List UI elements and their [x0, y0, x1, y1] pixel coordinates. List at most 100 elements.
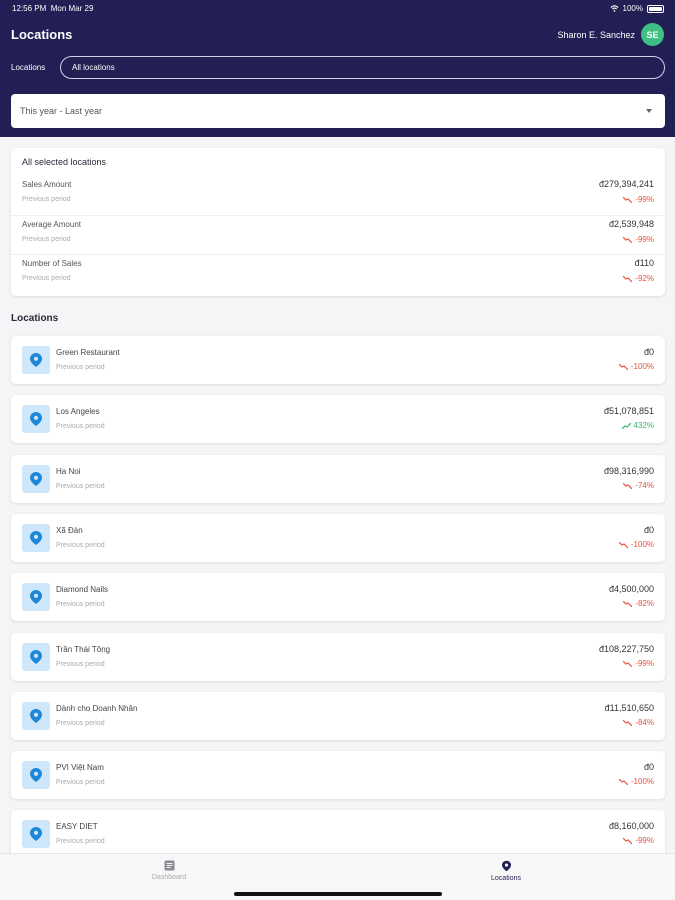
location-name: EASY DIET — [56, 822, 98, 831]
location-card[interactable]: EASY DIET Previous period đ8,160,000 -99… — [11, 810, 665, 858]
metric-label: Sales Amount — [22, 180, 72, 189]
location-value: đ0 — [643, 762, 654, 772]
location-change-value: -99% — [635, 836, 654, 845]
status-time-value: 12:56 PM — [12, 4, 47, 13]
app-header: 12:56 PM Mon Mar 29 100% Locations Sharo… — [0, 0, 675, 137]
metric-value: đ110 — [634, 258, 654, 268]
location-change-value: -74% — [635, 481, 654, 490]
metric-change: -92% — [623, 274, 654, 283]
location-name: PVI Việt Nam — [56, 763, 104, 772]
location-change: 432% — [621, 421, 654, 430]
location-previous-label: Previous period — [56, 364, 105, 371]
location-change: -100% — [618, 540, 654, 549]
trend-down-icon — [623, 600, 633, 607]
location-value: đ51,078,851 — [603, 406, 654, 416]
location-value: đ0 — [643, 347, 654, 357]
location-name: Green Restaurant — [56, 348, 120, 357]
tab-locations[interactable]: Locations — [446, 860, 566, 882]
location-card[interactable]: Xã Đàn Previous period đ0 -100% — [11, 514, 665, 562]
location-card[interactable]: Trần Thái Tông Previous period đ108,227,… — [11, 633, 665, 681]
location-previous-label: Previous period — [56, 483, 105, 490]
status-date: Mon Mar 29 — [50, 4, 94, 13]
metric-label: Average Amount — [22, 220, 82, 229]
tab-label: Locations — [491, 875, 521, 882]
location-change-value: 432% — [633, 421, 654, 430]
trend-down-icon — [623, 196, 633, 203]
location-name: Diamond Nails — [56, 585, 109, 594]
location-value: đ4,500,000 — [608, 584, 654, 594]
location-name: Dành cho Doanh Nhân — [56, 704, 138, 713]
location-previous-label: Previous period — [56, 838, 105, 845]
tab-label: Dashboard — [151, 874, 187, 881]
page-title: Locations — [11, 27, 73, 42]
location-pin-icon — [22, 761, 50, 789]
location-change-value: -100% — [630, 777, 654, 786]
location-previous-label: Previous period — [56, 720, 105, 727]
location-value: đ0 — [643, 525, 654, 535]
user-name[interactable]: Sharon E. Sanchez — [557, 30, 635, 40]
dashboard-icon — [164, 860, 174, 871]
location-change: -100% — [618, 777, 654, 786]
status-bar: 12:56 PM Mon Mar 29 100% — [0, 0, 675, 16]
location-previous-label: Previous period — [56, 601, 105, 608]
trend-down-icon — [623, 236, 633, 243]
location-name: Trần Thái Tông — [56, 645, 111, 654]
location-pin-icon — [22, 702, 50, 730]
location-value: đ108,227,750 — [598, 644, 654, 654]
location-change: -82% — [623, 599, 654, 608]
location-pin-icon — [22, 346, 50, 374]
location-name: Ha Noi — [56, 467, 81, 476]
location-filter-input[interactable]: All locations — [60, 56, 665, 79]
location-previous-label: Previous period — [56, 542, 105, 549]
trend-down-icon — [618, 541, 628, 548]
metric-number-of-sales: Number of Sales Previous period đ110 -92… — [11, 254, 665, 294]
location-change-value: -100% — [630, 362, 654, 371]
location-filter-label: Locations — [11, 63, 46, 72]
tab-dashboard[interactable]: Dashboard — [109, 860, 229, 881]
summary-card: All selected locations Sales Amount Prev… — [11, 148, 665, 296]
location-card[interactable]: Ha Noi Previous period đ98,316,990 -74% — [11, 455, 665, 503]
period-select-value: This year - Last year — [20, 106, 103, 116]
location-change: -99% — [623, 836, 654, 845]
location-pin-icon — [501, 860, 511, 872]
metric-change-value: -99% — [635, 195, 654, 204]
metric-previous-label: Previous period — [22, 196, 71, 203]
metric-average-amount: Average Amount Previous period đ2,539,94… — [11, 215, 665, 255]
trend-down-icon — [623, 660, 633, 667]
status-time: 12:56 PM Mon Mar 29 — [12, 4, 93, 13]
location-change: -100% — [618, 362, 654, 371]
location-card[interactable]: Diamond Nails Previous period đ4,500,000… — [11, 573, 665, 621]
summary-title: All selected locations — [22, 157, 107, 167]
location-card[interactable]: Los Angeles Previous period đ51,078,851 … — [11, 395, 665, 443]
metric-change: -99% — [623, 235, 654, 244]
location-name: Xã Đàn — [56, 526, 83, 535]
metric-change-value: -92% — [635, 274, 654, 283]
location-change: -74% — [623, 481, 654, 490]
location-pin-icon — [22, 524, 50, 552]
location-card[interactable]: Green Restaurant Previous period đ0 -100… — [11, 336, 665, 384]
location-change: -84% — [623, 718, 654, 727]
avatar[interactable]: SE — [641, 23, 664, 46]
metric-change-value: -99% — [635, 235, 654, 244]
metric-sales-amount: Sales Amount Previous period đ279,394,24… — [11, 176, 665, 216]
location-previous-label: Previous period — [56, 661, 105, 668]
location-change-value: -82% — [635, 599, 654, 608]
location-previous-label: Previous period — [56, 423, 105, 430]
location-change-value: -100% — [630, 540, 654, 549]
location-card[interactable]: Dành cho Doanh Nhân Previous period đ11,… — [11, 692, 665, 740]
metric-value: đ279,394,241 — [598, 179, 654, 189]
metric-previous-label: Previous period — [22, 236, 71, 243]
location-change: -99% — [623, 659, 654, 668]
location-card[interactable]: PVI Việt Nam Previous period đ0 -100% — [11, 751, 665, 799]
wifi-icon — [610, 5, 619, 12]
location-change-value: -84% — [635, 718, 654, 727]
trend-down-icon — [623, 719, 633, 726]
metric-value: đ2,539,948 — [608, 219, 654, 229]
location-pin-icon — [22, 465, 50, 493]
location-change-value: -99% — [635, 659, 654, 668]
period-select[interactable]: This year - Last year — [11, 94, 665, 128]
location-pin-icon — [22, 405, 50, 433]
metric-previous-label: Previous period — [22, 275, 71, 282]
battery-percent: 100% — [622, 4, 643, 13]
trend-up-icon — [621, 422, 631, 429]
